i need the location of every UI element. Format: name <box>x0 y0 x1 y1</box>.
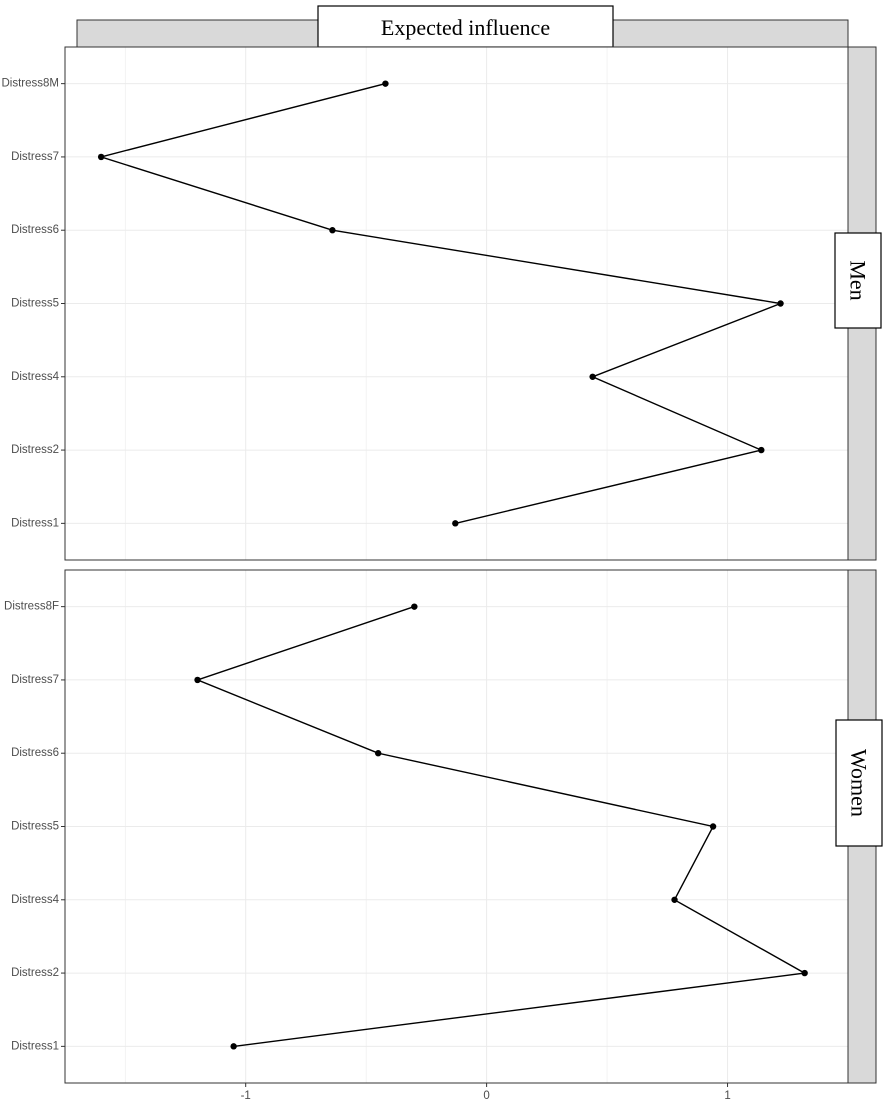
y-tick-label: Distress7 <box>11 151 59 163</box>
data-point <box>411 603 418 610</box>
chart-title: Expected influence <box>381 15 550 40</box>
y-tick-label: Distress6 <box>11 224 59 236</box>
y-tick-label: Distress2 <box>11 444 59 456</box>
data-point <box>777 300 784 307</box>
facet-label-box <box>835 719 883 847</box>
panel-men: Men Distress1 Distress2 Distress4 Distress5 D… <box>1 46 882 561</box>
y-tick-label: Distress8F <box>4 601 59 613</box>
y-tick-label: Distress2 <box>11 967 59 979</box>
y-tick-label: Distress7 <box>11 674 59 686</box>
panel-women: Women Distress1 Distress2 Distress4 Distress… <box>4 569 883 1084</box>
data-point <box>671 896 678 903</box>
y-tick-label: Distress6 <box>11 747 59 759</box>
data-point <box>194 676 201 684</box>
y-tick-label: Distress4 <box>11 894 60 906</box>
data-point <box>375 750 382 757</box>
facet-label-box <box>834 232 882 329</box>
data-point <box>709 823 717 830</box>
data-point <box>589 373 596 380</box>
data-point <box>452 520 459 527</box>
title-box <box>317 5 614 48</box>
y-tick-label: Distress8M <box>1 78 59 90</box>
y-tick-label: Distress4 <box>11 371 60 383</box>
data-point <box>382 80 389 87</box>
data-point <box>801 969 808 977</box>
data-point <box>97 153 105 161</box>
y-tick-label: Distress5 <box>11 821 59 833</box>
data-point <box>230 1043 237 1050</box>
x-tick-label: 0 <box>483 1090 489 1102</box>
x-tick-label: 1 <box>724 1090 730 1102</box>
y-tick-label: Distress1 <box>11 1040 59 1052</box>
data-point <box>758 446 765 454</box>
facet-label-men: Men <box>846 260 871 300</box>
x-tick-label: -1 <box>241 1090 251 1102</box>
data-point <box>329 227 336 234</box>
facet-label-women: Women <box>847 749 872 817</box>
y-tick-label: Distress1 <box>11 517 59 529</box>
y-tick-label: Distress5 <box>11 298 59 310</box>
